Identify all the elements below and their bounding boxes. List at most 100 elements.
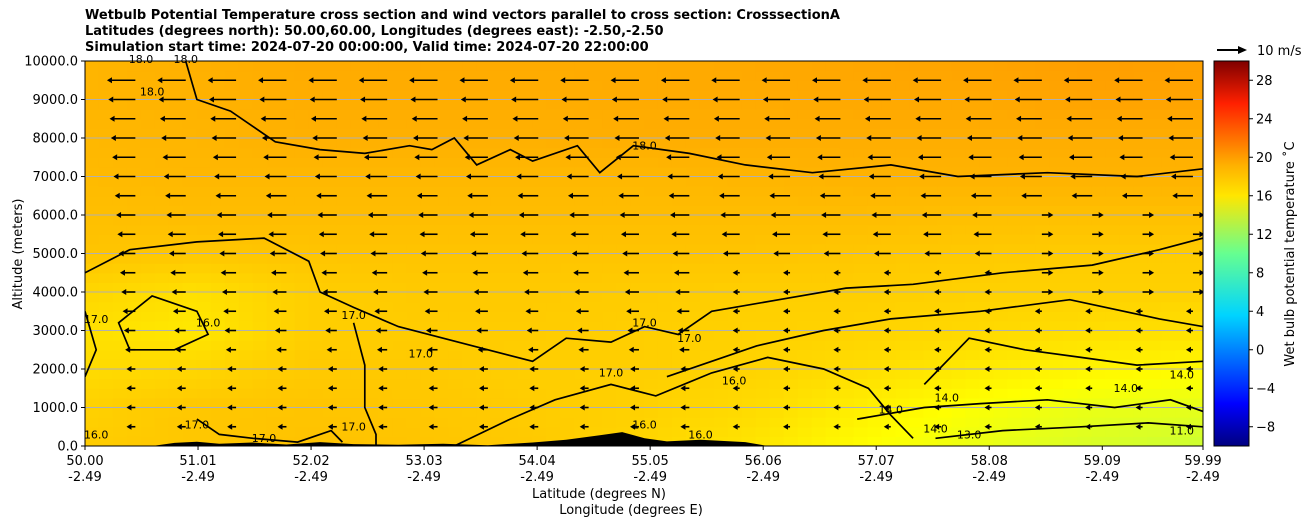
- field-cell: [853, 436, 869, 446]
- field-cell: [392, 311, 408, 322]
- field-cell: [769, 176, 785, 187]
- wind-arrowhead: [1098, 212, 1104, 218]
- field-cell: [210, 138, 226, 149]
- wind-arrowhead: [1167, 115, 1173, 122]
- wind-arrowhead: [966, 135, 972, 141]
- field-cell: [196, 292, 212, 303]
- field-cell: [462, 397, 477, 409]
- wind-arrowhead: [963, 77, 969, 84]
- field-cell: [965, 70, 980, 81]
- wind-arrowhead: [1185, 366, 1191, 372]
- field-cell: [196, 99, 212, 110]
- field-cell: [727, 436, 743, 446]
- field-cell: [867, 70, 883, 81]
- field-cell: [168, 128, 184, 139]
- field-cell: [853, 426, 869, 437]
- wind-arrowhead: [1034, 327, 1040, 334]
- field-cell: [1021, 282, 1036, 293]
- field-cell: [126, 272, 142, 283]
- field-cell: [364, 253, 380, 264]
- field-cell: [1035, 436, 1050, 446]
- field-cell: [979, 89, 994, 101]
- field-cell: [1119, 128, 1134, 139]
- field-cell: [1161, 253, 1176, 264]
- field-cell: [1105, 128, 1120, 139]
- field-cell: [98, 417, 114, 428]
- field-cell: [266, 407, 282, 418]
- field-cell: [769, 253, 785, 264]
- field-cell: [196, 272, 212, 283]
- field-cell: [923, 234, 939, 245]
- field-cell: [126, 417, 142, 428]
- wind-arrowhead: [630, 366, 636, 372]
- field-cell: [993, 436, 1008, 446]
- field-cell: [993, 195, 1008, 206]
- field-cell: [154, 397, 170, 409]
- field-cell: [504, 243, 519, 255]
- field-cell: [532, 80, 547, 91]
- field-cell: [490, 61, 505, 72]
- field-cell: [1133, 272, 1148, 283]
- wind-arrowhead: [934, 327, 940, 334]
- field-cell: [1119, 224, 1134, 235]
- field-cell: [252, 128, 268, 139]
- wind-arrowhead: [373, 289, 379, 295]
- field-cell: [546, 407, 561, 418]
- field-cell: [979, 292, 994, 303]
- field-cell: [1063, 215, 1078, 226]
- field-cell: [867, 378, 883, 389]
- field-cell: [182, 311, 198, 322]
- field-cell: [811, 311, 827, 322]
- field-cell: [671, 176, 687, 187]
- field-cell: [895, 89, 911, 101]
- field-cell: [965, 282, 980, 293]
- field-cell: [713, 253, 729, 264]
- field-cell: [490, 417, 505, 428]
- field-cell: [462, 128, 477, 139]
- field-cell: [112, 234, 128, 245]
- field-cell: [196, 359, 212, 370]
- field-cell: [1175, 138, 1190, 149]
- field-cell: [588, 253, 603, 264]
- wind-arrowhead: [579, 404, 585, 411]
- field-cell: [462, 243, 477, 255]
- field-cell: [881, 128, 897, 139]
- field-cell: [252, 61, 268, 72]
- field-cell: [308, 99, 324, 110]
- field-cell: [1189, 282, 1203, 293]
- field-cell: [755, 195, 771, 206]
- field-cell: [853, 388, 869, 399]
- field-cell: [364, 397, 380, 409]
- field-cell: [685, 311, 701, 322]
- field-cell: [685, 234, 701, 245]
- field-cell: [1133, 349, 1148, 360]
- field-cell: [1189, 186, 1203, 197]
- field-cell: [769, 61, 785, 72]
- field-cell: [1161, 234, 1176, 245]
- field-cell: [85, 80, 100, 91]
- field-cell: [951, 138, 967, 149]
- field-cell: [1133, 320, 1148, 332]
- wind-arrowhead: [1135, 346, 1141, 353]
- field-cell: [364, 186, 380, 197]
- field-cell: [364, 359, 380, 370]
- field-cell: [1035, 157, 1050, 168]
- contour-17: [85, 237, 1203, 363]
- field-cell: [1119, 234, 1134, 245]
- field-cell: [937, 388, 953, 399]
- field-cell: [630, 340, 645, 351]
- wind-arrowhead: [118, 250, 124, 257]
- field-cell: [965, 340, 980, 351]
- field-cell: [252, 397, 268, 409]
- field-cell: [322, 157, 338, 168]
- field-cell: [1105, 70, 1120, 81]
- field-cell: [518, 80, 533, 91]
- field-cell: [112, 407, 128, 418]
- wind-arrowhead: [158, 96, 164, 103]
- field-cell: [713, 99, 729, 110]
- field-cell: [741, 147, 757, 158]
- field-cell: [196, 61, 212, 72]
- wind-arrowhead: [972, 212, 978, 218]
- field-cell: [434, 407, 449, 418]
- field-cell: [979, 186, 994, 197]
